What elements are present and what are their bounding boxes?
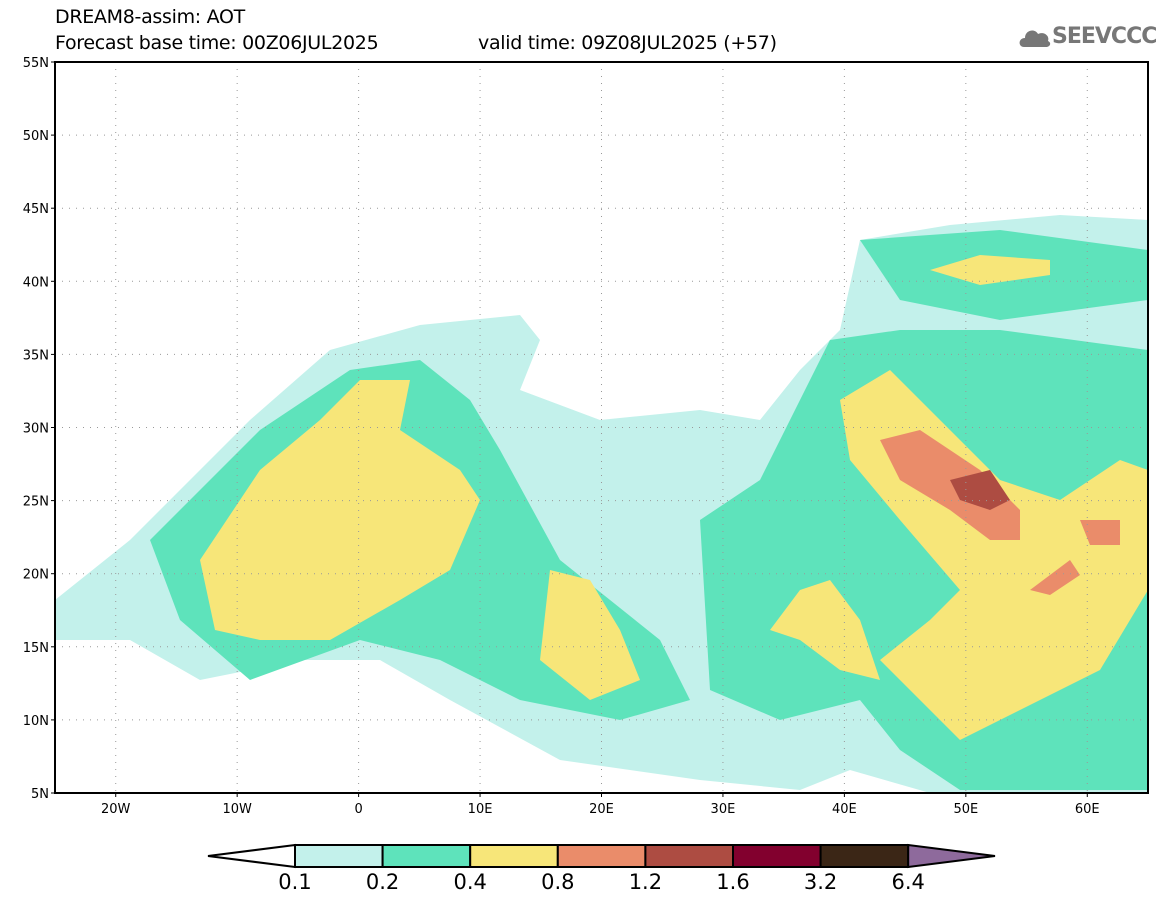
lat-label: 15N <box>23 641 49 656</box>
lon-label: 20W <box>101 802 131 817</box>
aot-band-0.4-0.8 <box>540 570 640 700</box>
colorbar-swatch <box>732 844 822 868</box>
colorbar-level-label: 3.2 <box>803 870 838 894</box>
colorbar-swatch <box>644 844 735 868</box>
colorbar-high-arrow <box>907 843 996 869</box>
aot-band-1.2-1.6 <box>950 470 1010 510</box>
colorbar <box>207 843 996 869</box>
graticule <box>55 62 1148 793</box>
colorbar-swatch <box>294 844 384 868</box>
lat-label: 35N <box>23 348 49 363</box>
colorbar-swatch <box>556 844 647 868</box>
colorbar-level-label: 0.8 <box>541 870 575 894</box>
colorbar-level-label: 1.2 <box>628 870 663 894</box>
cloud-icon <box>1019 30 1051 47</box>
aot-band-0.8-1.2 <box>880 430 1020 540</box>
aot-band-0.4-0.8 <box>930 255 1050 285</box>
logo-text: SEEVCCC <box>1052 24 1157 49</box>
valid-time: valid time: 09Z08JUL2025 (+57) <box>478 32 777 54</box>
lat-label: 20N <box>23 568 49 583</box>
lat-label: 50N <box>23 129 49 144</box>
colorbar-level-label: 0.4 <box>453 870 487 894</box>
aot-band-0.4-0.8 <box>200 380 480 640</box>
lon-label: 30E <box>711 802 736 817</box>
lat-label: 55N <box>23 56 49 71</box>
lat-label: 45N <box>23 202 49 217</box>
lat-label: 25N <box>23 495 49 510</box>
colorbar-level-label: 6.4 <box>891 870 925 894</box>
lat-label: 40N <box>23 275 49 290</box>
map-title: DREAM8-assim: AOT <box>55 6 245 28</box>
lon-label: 20E <box>589 802 614 817</box>
lon-label: 10E <box>468 802 493 817</box>
colorbar-swatch <box>381 844 472 868</box>
seevccc-logo: SEEVCCC <box>1018 24 1157 49</box>
colorbar-swatch <box>469 844 559 868</box>
aot-band-0.8-1.2 <box>1030 560 1080 595</box>
colorbar-low-arrow <box>207 843 296 869</box>
lon-label: 60E <box>1075 802 1100 817</box>
colorbar-level-label: 0.1 <box>278 870 312 894</box>
lon-label: 40E <box>832 802 857 817</box>
lon-label: 50E <box>953 802 978 817</box>
colorbar-level-label: 0.2 <box>365 870 400 894</box>
aot-band-0.8-1.2 <box>1080 520 1120 545</box>
lon-label: 10W <box>222 802 252 817</box>
lat-label: 30N <box>23 422 49 437</box>
base-time: Forecast base time: 00Z06JUL2025 <box>55 32 379 54</box>
colorbar-level-label: 1.6 <box>716 870 750 894</box>
axis-labels: 55N 50N 45N 40N 35N 30N 25N 20N 15N 10N 5N 20W 10W 0 1… <box>23 56 1100 817</box>
lon-label: 0 <box>354 802 362 817</box>
lat-label: 10N <box>23 714 49 729</box>
lat-label: 5N <box>31 787 49 802</box>
colorbar-swatch <box>819 844 910 868</box>
aot-band-0.4-0.8 <box>770 580 880 680</box>
